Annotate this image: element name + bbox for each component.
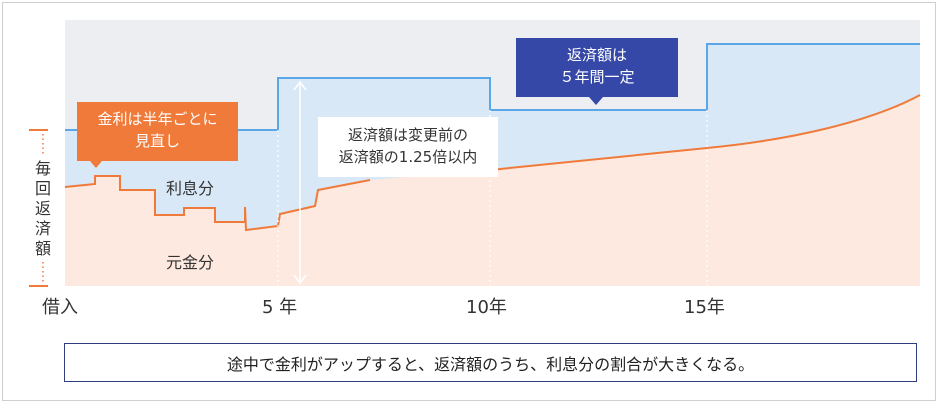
principal-line-cont [489,94,921,171]
cap-arrow-head-top [293,80,307,91]
footer-note: 途中で金利がアップすると、返済額のうち、利息分の割合が大きくなる。 [64,343,917,382]
footer-note-text: 途中で金利がアップすると、返済額のうち、利息分の割合が大きくなる。 [226,354,755,374]
interest-label: 利息分 [166,179,215,198]
x-label-5y: 5 年 [262,297,298,318]
principal-area [65,95,920,286]
y-axis-label: 毎 回 返 済 額 [34,159,51,258]
callout-fixed-payment-pointer [589,97,603,105]
callout-cap-box [318,117,498,177]
callout-rate-review-box [77,102,238,161]
principal-label: 元金分 [166,253,215,272]
x-label-start: 借入 [42,297,78,318]
cap-arrow-head-bottom [293,274,307,285]
callout-fixed-payment-box [516,38,678,97]
payment-line [65,43,920,131]
x-label-15y: 15年 [684,297,725,318]
callout-rate-review-pointer [90,161,102,168]
callout-cap-note: 返済額は変更前の 返済額の1.25倍以内 [338,126,478,166]
principal-line [64,175,371,232]
x-label-10y: 10年 [466,297,507,318]
callout-fixed-payment: 返済額は ５年間一定 [559,46,635,86]
callout-rate-review: 金利は半年ごとに 見直し [97,110,218,150]
